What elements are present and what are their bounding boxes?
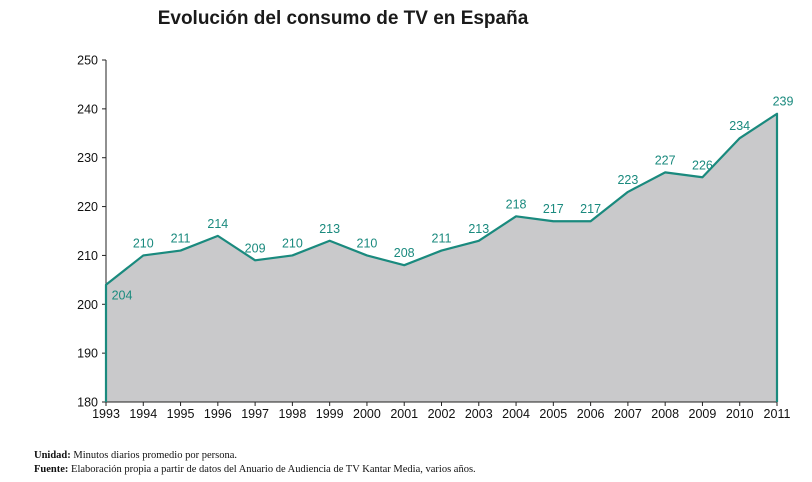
y-tick-label: 210	[77, 249, 98, 263]
x-tick-label: 2007	[614, 407, 642, 421]
unit-footnote-text: Minutos diarios promedio por persona.	[73, 450, 237, 461]
data-label: 223	[617, 173, 638, 187]
x-tick-label: 2005	[539, 407, 567, 421]
series-line	[104, 112, 779, 402]
x-tick-label: 2009	[689, 407, 717, 421]
x-tick-label: 1994	[129, 407, 157, 421]
data-label: 210	[133, 236, 154, 250]
data-label: 209	[245, 241, 266, 255]
y-tick-label: 200	[77, 298, 98, 312]
data-label: 226	[692, 158, 713, 172]
data-label: 204	[112, 289, 133, 303]
source-footnote: Fuente: Elaboración propia a partir de d…	[34, 464, 476, 475]
data-label: 217	[580, 202, 601, 216]
x-tick-label: 2010	[726, 407, 754, 421]
source-footnote-text: Elaboración propia a partir de datos del…	[71, 464, 476, 475]
y-tick-label: 250	[77, 54, 98, 68]
unit-footnote-label: Unidad:	[34, 450, 71, 461]
x-tick-label: 2000	[353, 407, 381, 421]
x-tick-label: 1995	[167, 407, 195, 421]
x-tick-label: 2004	[502, 407, 530, 421]
data-label: 213	[468, 222, 489, 236]
x-tick-label: 1993	[92, 407, 120, 421]
x-tick-label: 1998	[278, 407, 306, 421]
x-tick-label: 1997	[241, 407, 269, 421]
data-label: 227	[655, 153, 676, 167]
area-fill	[106, 113, 777, 402]
data-label: 210	[282, 236, 303, 250]
data-label: 213	[319, 222, 340, 236]
data-label: 211	[171, 232, 191, 246]
x-tick-label: 2008	[651, 407, 679, 421]
data-label: 210	[357, 236, 378, 250]
source-footnote-label: Fuente:	[34, 464, 69, 475]
x-tick-label: 1996	[204, 407, 232, 421]
y-tick-label: 190	[77, 347, 98, 361]
data-label: 234	[729, 119, 750, 133]
data-label: 239	[773, 95, 794, 109]
data-label: 211	[432, 232, 452, 246]
x-tick-label: 2001	[390, 407, 418, 421]
y-tick-label: 240	[77, 102, 98, 116]
y-tick-label: 230	[77, 151, 98, 165]
x-tick-label: 1999	[316, 407, 344, 421]
plot-area: 180 190 200 210 220 230 240 250 1993 1994 1995 1996…	[77, 54, 793, 422]
y-tick-label: 220	[77, 200, 98, 214]
x-tick-label: 2002	[428, 407, 456, 421]
y-tick-label: 180	[77, 396, 98, 410]
x-tick-label: 2006	[577, 407, 605, 421]
data-label: 218	[506, 197, 527, 211]
chart-title: Evolución del consumo de TV en España	[158, 8, 529, 29]
data-label: 217	[543, 202, 564, 216]
unit-footnote: Unidad: Minutos diarios promedio por per…	[34, 450, 237, 461]
x-tick-label: 2003	[465, 407, 493, 421]
x-tick-label: 2011	[764, 407, 791, 421]
data-label: 214	[207, 217, 228, 231]
data-label: 208	[394, 246, 415, 260]
